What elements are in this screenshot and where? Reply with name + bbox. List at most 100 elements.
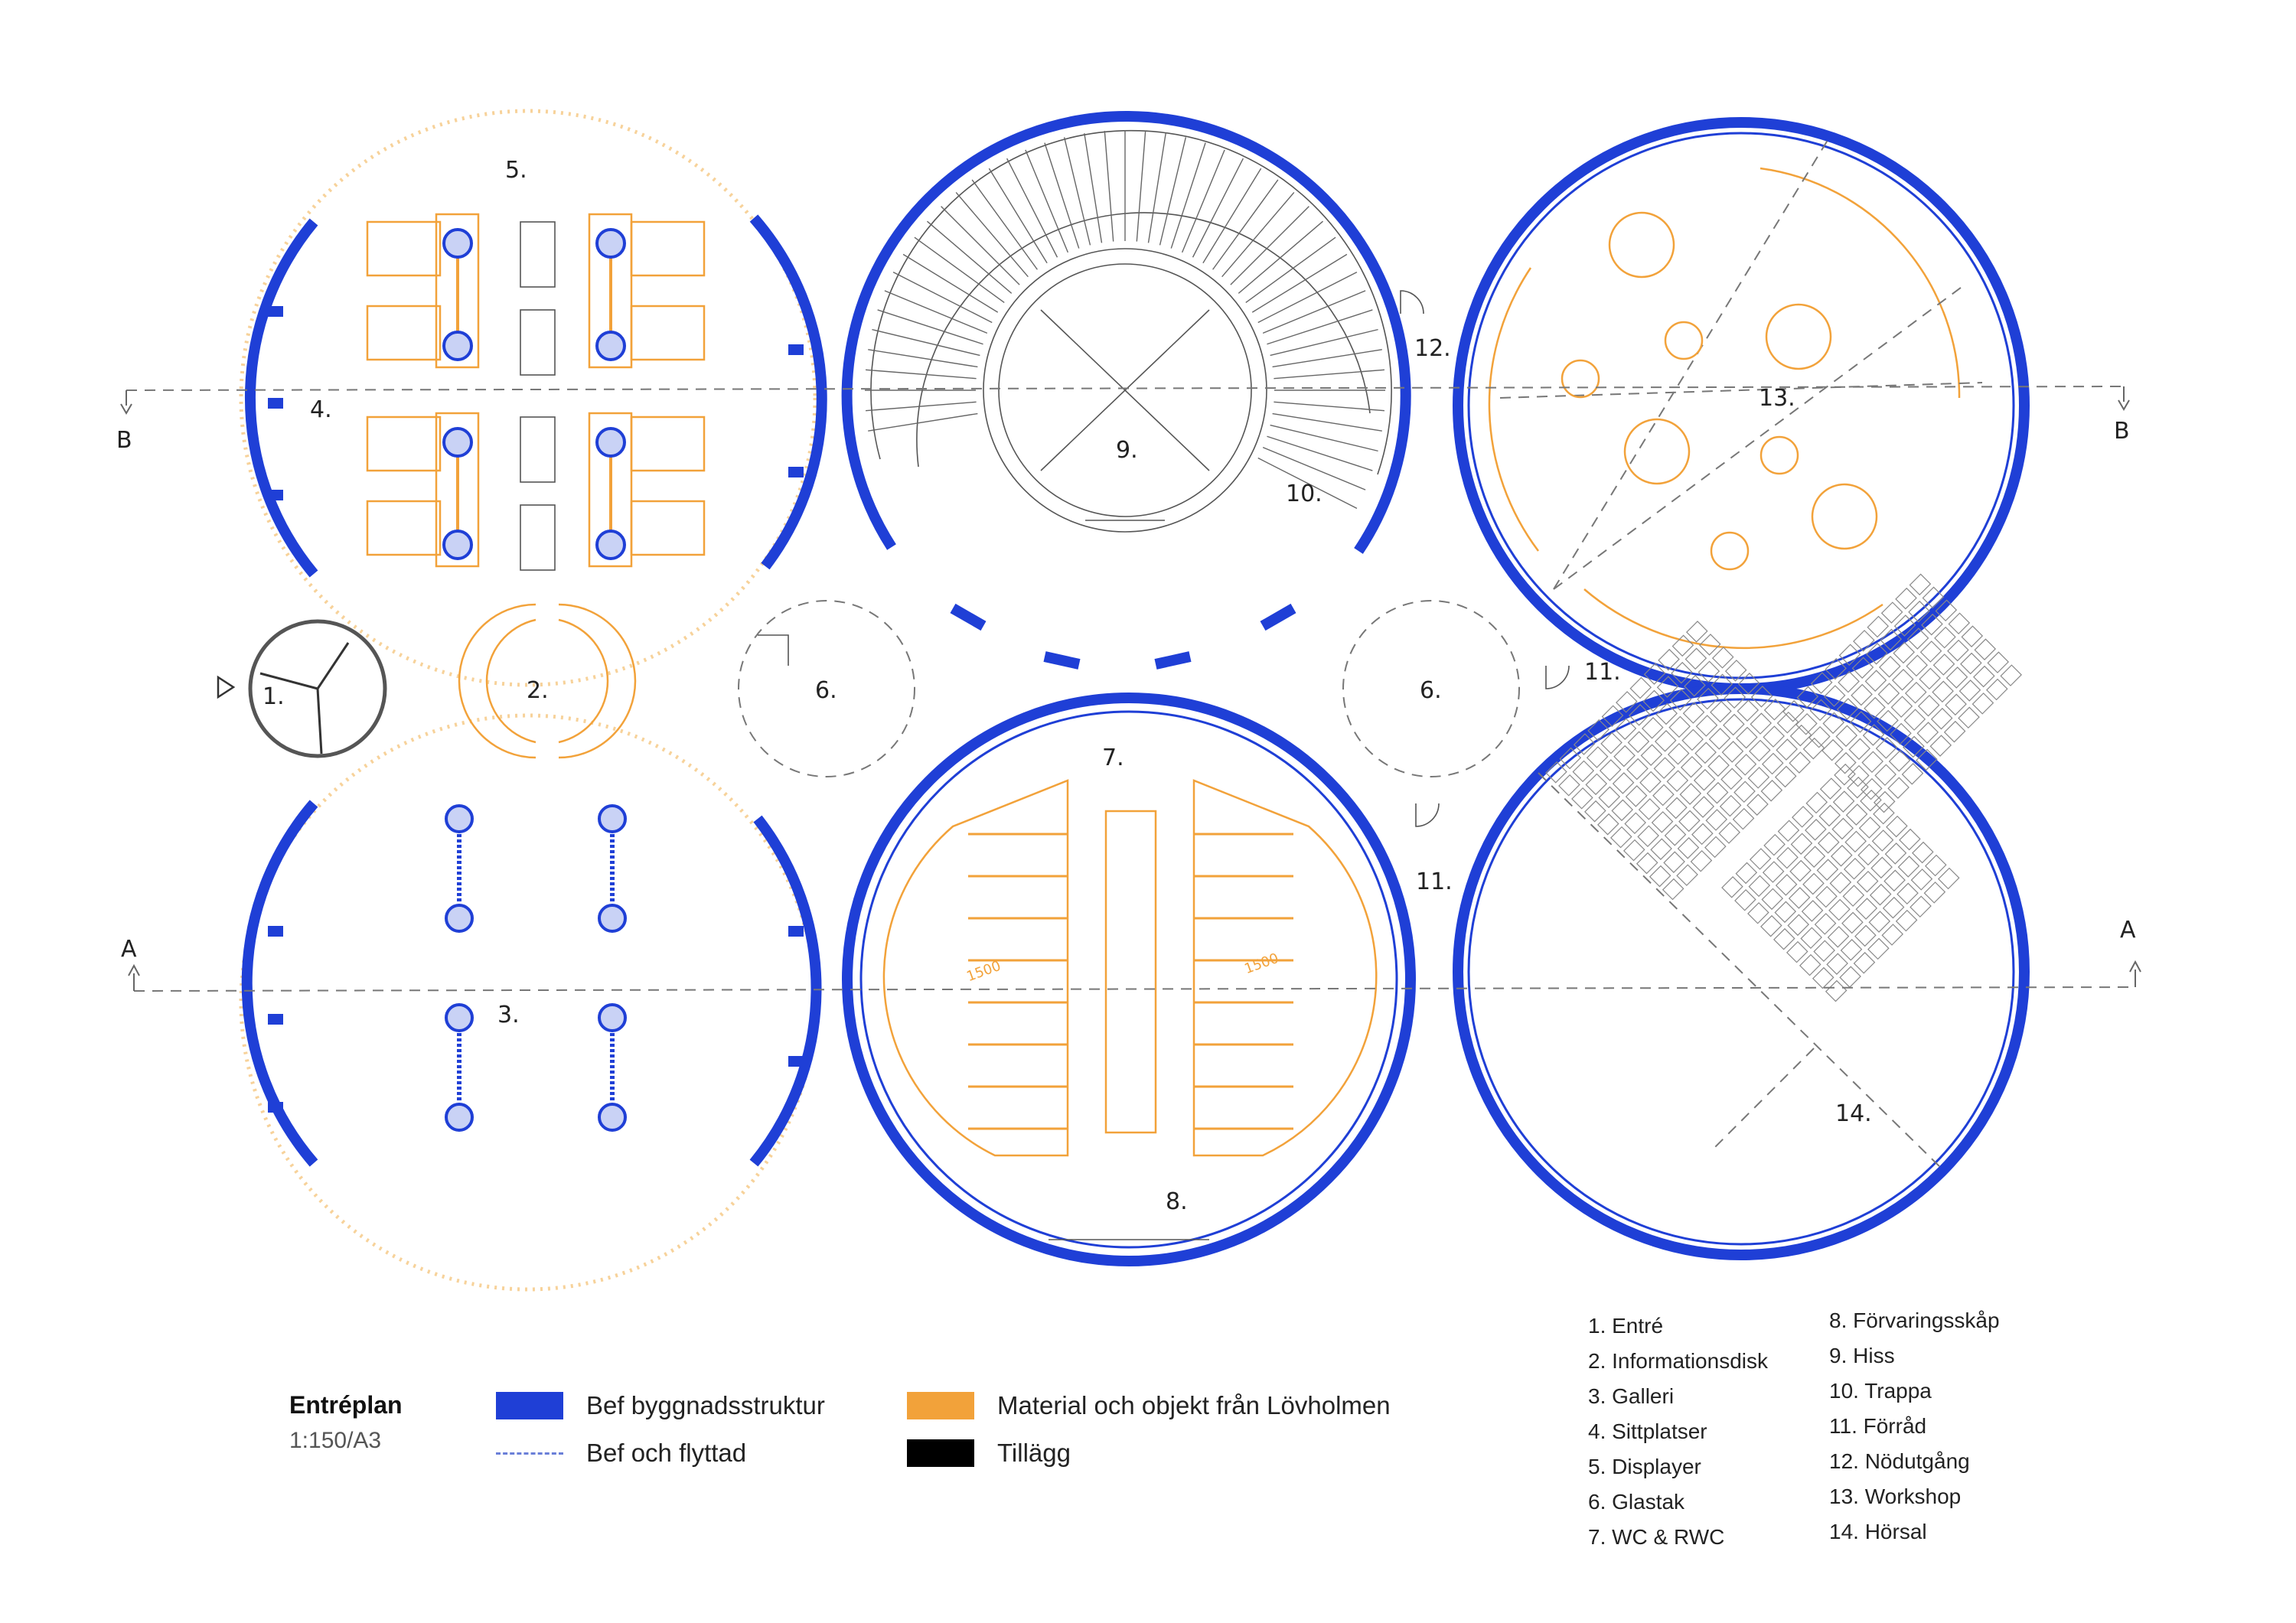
seat (1943, 720, 1966, 743)
seat (1800, 927, 1822, 950)
seat (1919, 640, 1942, 663)
seat (1818, 832, 1840, 854)
seat (1858, 816, 1881, 839)
seat (1735, 862, 1758, 885)
stair-tread (1267, 309, 1373, 345)
seat (1945, 693, 1967, 716)
stair-tread (1270, 328, 1378, 357)
legend-label-material: Material och objekt från Lövholmen (997, 1391, 1391, 1419)
seat (1749, 739, 1771, 762)
seat (1600, 732, 1623, 754)
seat (1815, 885, 1838, 908)
seat-block (1545, 621, 1825, 901)
plan-title: Entréplan (289, 1391, 403, 1419)
room-list-item: 5. Displayer (1588, 1455, 1701, 1478)
seat (1822, 712, 1845, 735)
stair-tread (1267, 435, 1373, 471)
seat (1877, 709, 1899, 732)
seat (1895, 587, 1917, 610)
stair-tread (1274, 401, 1385, 412)
seat (1909, 573, 1932, 596)
seat (1893, 614, 1916, 637)
seat (1777, 820, 1800, 842)
stair-tread (1251, 253, 1348, 313)
legend-swatch-relocated (496, 1452, 563, 1455)
legend-swatch-material (907, 1392, 974, 1419)
seat (1586, 746, 1609, 768)
relocated-wall-arc (950, 603, 1296, 670)
room-label-6-left: 6. (815, 677, 837, 704)
seat (1853, 952, 1876, 974)
seat (1870, 856, 1893, 879)
legend-swatch-addition (907, 1439, 974, 1467)
stair-tread (1202, 168, 1262, 264)
seat (1626, 758, 1649, 781)
seat (1763, 833, 1786, 856)
seat (1929, 735, 1952, 757)
seat (1737, 699, 1760, 722)
stair-tread (1084, 133, 1103, 243)
seat (1958, 680, 1981, 702)
seat (1558, 774, 1580, 797)
seat (1585, 773, 1608, 796)
seat (1790, 833, 1813, 855)
seat (1882, 896, 1905, 919)
seat (1692, 796, 1715, 818)
seat (1823, 685, 1846, 707)
seat (1788, 887, 1811, 909)
legend-swatch-structure (496, 1392, 563, 1419)
seat (1829, 872, 1852, 894)
seat (1901, 763, 1924, 785)
seat (1825, 979, 1848, 1002)
seat (1704, 836, 1727, 859)
seat (1851, 657, 1874, 680)
legend-label-addition: Tillägg (997, 1439, 1071, 1467)
seat (1871, 829, 1894, 852)
seat (1987, 651, 2010, 673)
stair-tread (1044, 142, 1080, 249)
seat (1684, 647, 1707, 670)
seat (1932, 653, 1955, 676)
seat (1860, 777, 1883, 800)
seat (1973, 665, 1995, 688)
seat (1653, 757, 1676, 779)
stair-tread (1147, 133, 1166, 243)
seat (1677, 837, 1700, 859)
stair-tread (955, 192, 1029, 278)
seat (1691, 823, 1714, 846)
seat (1662, 878, 1684, 901)
seat (1685, 621, 1708, 643)
seat (1658, 648, 1680, 671)
room-list-item: 10. Trappa (1829, 1379, 1932, 1403)
seat (1669, 689, 1692, 711)
seat (1910, 895, 1932, 918)
seat (1923, 882, 1946, 904)
seat (1864, 670, 1887, 692)
seat (1899, 828, 1921, 851)
seat (1857, 843, 1880, 866)
seat (1866, 643, 1888, 665)
seat (1873, 802, 1895, 825)
seat (1860, 789, 1882, 812)
room-list-item: 14. Hörsal (1829, 1520, 1927, 1543)
auditorium-seats (1545, 573, 2022, 1002)
room-label-10: 10. (1286, 481, 1322, 507)
seat (1624, 812, 1646, 835)
seat (1667, 742, 1690, 765)
seat (1665, 797, 1688, 820)
seat (1720, 768, 1743, 790)
room-label-5: 5. (505, 157, 527, 184)
seat (1886, 815, 1908, 838)
information-desk (458, 603, 637, 759)
revolving-door (217, 619, 387, 758)
room-label-2: 2. (527, 677, 549, 704)
seat (1637, 825, 1659, 848)
seat (1613, 745, 1636, 768)
stair-tread (1006, 158, 1058, 258)
seat (1776, 846, 1799, 869)
seat (1874, 764, 1896, 787)
glass-roof-right (1342, 600, 1520, 777)
stair-tread (1104, 130, 1114, 242)
seat (1906, 627, 1929, 650)
seat (1681, 728, 1704, 751)
